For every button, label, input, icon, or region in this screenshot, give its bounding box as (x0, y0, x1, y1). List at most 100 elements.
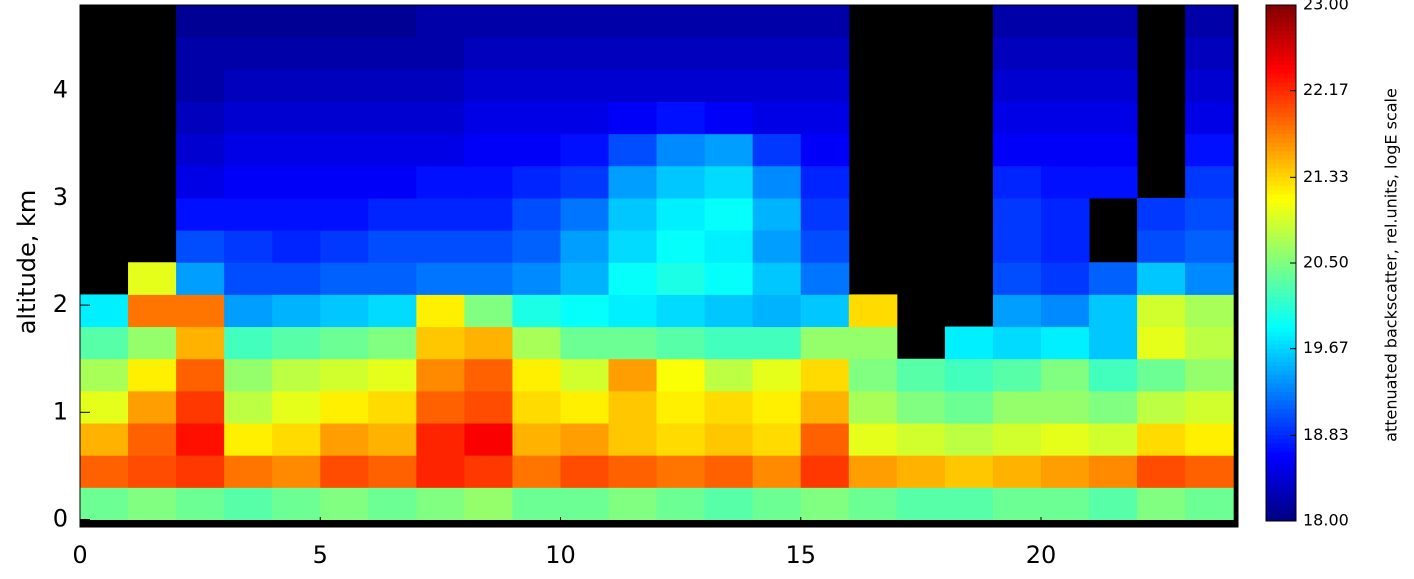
heatmap-cell (320, 487, 369, 520)
heatmap-cell (656, 5, 706, 38)
heatmap-cell (848, 390, 898, 424)
heatmap-cell (992, 294, 1042, 328)
heatmap-cell (752, 101, 802, 135)
heatmap-cell (320, 197, 369, 231)
colorbar-swatch (1266, 366, 1296, 371)
colorbar-swatch (1266, 447, 1296, 453)
heatmap-cell (368, 165, 417, 199)
heatmap-cell (512, 37, 561, 70)
colorbar-swatch (1266, 396, 1296, 402)
heatmap-cell (176, 455, 225, 488)
heatmap-cell (1040, 69, 1090, 102)
colorbar-swatch (1266, 112, 1296, 118)
heatmap-cell (704, 455, 754, 488)
heatmap-cell (1137, 197, 1186, 231)
heatmap-cell (272, 390, 321, 424)
heatmap-cell (368, 197, 417, 231)
colorbar-swatch (1266, 413, 1296, 419)
heatmap-cell (704, 69, 754, 102)
heatmap-cell (464, 5, 513, 38)
colorbar-swatch (1266, 267, 1296, 273)
heatmap-cell (1137, 326, 1186, 360)
colorbar-swatch (1266, 263, 1296, 268)
colorbar-swatch (1266, 250, 1296, 255)
heatmap-cell (992, 358, 1042, 392)
heatmap-cell (704, 165, 754, 199)
heatmap-cell (416, 326, 465, 360)
heatmap-cell (848, 487, 898, 520)
heatmap-cell (800, 390, 850, 424)
heatmap-cell (1040, 326, 1090, 360)
heatmap-cell (608, 294, 658, 328)
colorbar-swatch (1266, 228, 1296, 234)
heatmap-cell (272, 101, 321, 135)
heatmap-cell (272, 262, 321, 295)
heatmap-cell (1185, 326, 1234, 360)
heatmap-cell (1040, 37, 1090, 70)
heatmap-cell (656, 262, 706, 295)
colorbar-swatch (1266, 344, 1296, 350)
heatmap-cell (1185, 358, 1234, 392)
heatmap-cell (704, 423, 754, 456)
colorbar-swatch (1266, 469, 1296, 475)
heatmap-cell (608, 5, 658, 38)
heatmap-cell (1185, 101, 1234, 135)
heatmap-cell (512, 133, 561, 167)
colorbar-swatch (1266, 357, 1296, 363)
x-tick-label: 10 (545, 541, 576, 569)
heatmap-cell (800, 358, 850, 392)
heatmap-cell (416, 230, 465, 263)
colorbar-swatch (1266, 164, 1296, 169)
colorbar-swatch (1266, 460, 1296, 466)
colorbar-swatch (1266, 103, 1296, 109)
colorbar-tick-label: 18.00 (1303, 511, 1349, 530)
colorbar-swatch (1266, 52, 1296, 58)
heatmap-cell (800, 165, 850, 199)
heatmap-cell (1040, 455, 1090, 488)
heatmap-cell (416, 294, 465, 328)
heatmap-cell (368, 5, 417, 38)
colorbar-swatch (1266, 293, 1296, 298)
colorbar-swatch (1266, 5, 1296, 10)
heatmap-cell (176, 262, 225, 295)
heatmap-cell (176, 326, 225, 360)
heatmap-cell (176, 294, 225, 328)
colorbar-swatch (1266, 177, 1296, 182)
heatmap-cell (800, 326, 850, 360)
colorbar-swatch (1266, 99, 1296, 105)
heatmap-cell (320, 294, 369, 328)
colorbar-swatch (1266, 224, 1296, 230)
heatmap-cell (848, 294, 898, 328)
heatmap-cell (224, 294, 273, 328)
heatmap-cell (1137, 390, 1186, 424)
heatmap-cell (1185, 423, 1234, 456)
heatmap-cell (512, 69, 561, 102)
heatmap-cell (704, 101, 754, 135)
heatmap-cell (128, 294, 177, 328)
heatmap-cell (944, 487, 994, 520)
heatmap-cell (704, 390, 754, 424)
heatmap-cell (848, 326, 898, 360)
colorbar-tick-label: 20.50 (1303, 253, 1349, 272)
heatmap-cell (656, 358, 706, 392)
heatmap-cell (416, 5, 465, 38)
plot-frame (79, 4, 1239, 528)
heatmap-cell (272, 230, 321, 263)
heatmap-cell (80, 358, 129, 392)
y-tick-label: 1 (53, 397, 68, 425)
heatmap-cell (800, 294, 850, 328)
colorbar-swatch (1266, 400, 1296, 406)
heatmap-cell (128, 358, 177, 392)
heatmap-cell (992, 165, 1042, 199)
colorbar-swatch (1266, 409, 1296, 414)
heatmap-cell (416, 390, 465, 424)
heatmap-cell (1137, 294, 1186, 328)
heatmap-cell (176, 101, 225, 135)
heatmap-cell (1089, 69, 1138, 102)
heatmap-cell (368, 37, 417, 70)
heatmap-cell (128, 262, 177, 295)
heatmap-cell (512, 101, 561, 135)
colorbar-swatch (1266, 211, 1296, 217)
heatmap-cell (992, 487, 1042, 520)
heatmap-cell (1185, 165, 1234, 199)
